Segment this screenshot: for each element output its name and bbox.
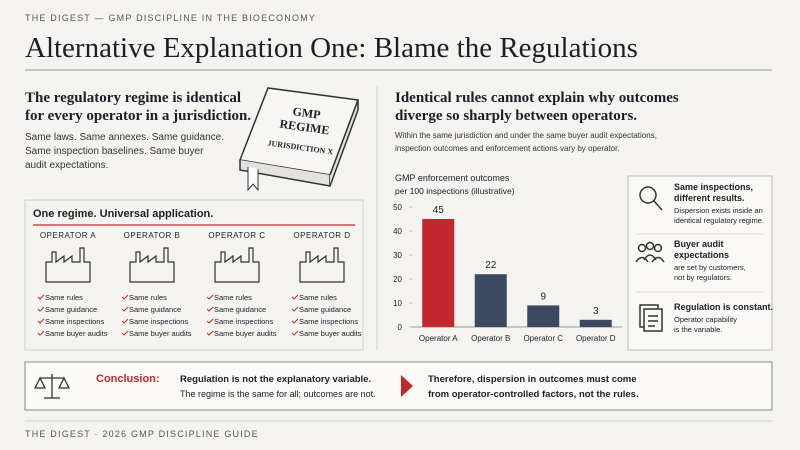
left-heading: for every operator in a jurisdiction. — [25, 108, 251, 124]
factory-icon — [299, 247, 345, 283]
check-item: Same guidance — [299, 305, 351, 314]
right-heading: Identical rules cannot explain why outco… — [395, 90, 679, 106]
check — [206, 318, 214, 324]
check-item: Same rules — [214, 293, 252, 302]
y-tick-label: 20 — [393, 275, 402, 284]
x-tick-label: Operator C — [523, 334, 563, 343]
sidebar-title: Buyer audit — [674, 239, 724, 249]
check — [206, 330, 214, 336]
check-item: Same buyer audits — [129, 329, 192, 338]
left-body: Same inspection baselines. Same buyer — [25, 146, 204, 157]
check — [37, 294, 45, 300]
check — [37, 318, 45, 324]
check-item: Same guidance — [129, 305, 181, 314]
left-heading: The regulatory regime is identical — [25, 90, 241, 106]
kicker: THE DIGEST — GMP DISCIPLINE IN THE BIOEC… — [25, 13, 316, 23]
book-text: GMP — [292, 104, 322, 122]
check-item: Same guidance — [214, 305, 266, 314]
check — [121, 330, 129, 336]
conclusion-box — [24, 361, 773, 411]
check — [291, 294, 299, 300]
sidebar-title: different results. — [674, 193, 745, 203]
left-body: Same laws. Same annexes. Same guidance. — [25, 132, 224, 143]
check — [206, 306, 214, 312]
check — [206, 294, 214, 300]
bar — [527, 305, 560, 327]
operators-box — [24, 199, 364, 351]
check — [121, 306, 129, 312]
chart-subtitle: per 100 inspections (illustrative) — [395, 186, 515, 196]
x-tick-label: Operator B — [471, 334, 510, 343]
factory-icon — [214, 247, 260, 283]
right-body: Within the same jurisdiction and under t… — [395, 131, 657, 140]
book-text: REGIME — [279, 117, 330, 138]
y-tick-label: 50 — [393, 203, 402, 212]
sidebar-title: Regulation is constant. — [674, 302, 773, 312]
therefore: from operator-controlled factors, not th… — [428, 389, 639, 400]
footer: THE DIGEST · 2026 GMP DISCIPLINE GUIDE — [25, 429, 259, 439]
check — [291, 330, 299, 336]
y-tick-label: 30 — [393, 251, 402, 260]
check — [291, 306, 299, 312]
check — [37, 330, 45, 336]
check — [37, 306, 45, 312]
check-item: Same rules — [299, 293, 337, 302]
check-item: Same guidance — [45, 305, 97, 314]
check — [291, 318, 299, 324]
sidebar-text: Operator capability — [674, 315, 737, 324]
right-body: inspection outcomes and enforcement acti… — [395, 144, 620, 153]
check-item: Same inspections — [299, 317, 358, 326]
right-heading: diverge so sharply between operators. — [395, 108, 637, 124]
check-item: Same buyer audits — [299, 329, 362, 338]
therefore: Therefore, dispersion in outcomes must c… — [428, 374, 637, 385]
operator-name: OPERATOR A — [40, 231, 96, 240]
check-item: Same inspections — [214, 317, 273, 326]
chart-title: GMP enforcement outcomes — [395, 173, 510, 183]
page-title: Alternative Explanation One: Blame the R… — [25, 32, 638, 64]
operator-name: OPERATOR D — [293, 231, 350, 240]
bar — [474, 274, 507, 327]
bar — [422, 219, 455, 327]
check-item: Same inspections — [45, 317, 104, 326]
arrow — [401, 375, 413, 397]
data-label: 22 — [485, 260, 497, 271]
box-title: One regime. Universal application. — [33, 208, 213, 220]
sidebar-text: identical regulatory regime. — [674, 216, 764, 225]
sidebar-text: are set by customers, — [674, 263, 746, 272]
data-label: 9 — [540, 291, 546, 302]
y-tick-label: 40 — [393, 227, 402, 236]
factory-icon — [45, 247, 91, 283]
check-item: Same rules — [45, 293, 83, 302]
operator-name: OPERATOR B — [124, 231, 181, 240]
check — [121, 318, 129, 324]
book: GMP REGIME JURISDICTION X — [238, 87, 360, 192]
sidebar-text: is the variable. — [674, 325, 722, 334]
conclusion-detail: The regime is the same for all; outcomes… — [180, 389, 376, 399]
y-tick-label: 0 — [398, 323, 403, 332]
check-item: Same rules — [129, 293, 167, 302]
x-tick-label: Operator D — [576, 334, 616, 343]
x-tick-label: Operator A — [419, 334, 458, 343]
sidebar-icons — [635, 186, 665, 332]
check-item: Same buyer audits — [214, 329, 277, 338]
check — [121, 294, 129, 300]
sidebar-title: Same inspections, — [674, 182, 753, 192]
sidebar-text: not by regulators. — [674, 273, 732, 282]
check-item: Same buyer audits — [45, 329, 108, 338]
check-item: Same inspections — [129, 317, 188, 326]
sidebar-text: Dispersion exists inside an — [674, 206, 763, 215]
y-tick-label: 10 — [393, 299, 402, 308]
bar — [579, 319, 612, 327]
scale-icon — [33, 374, 71, 399]
data-label: 3 — [593, 306, 599, 317]
factory-icon — [129, 247, 175, 283]
sidebar-title: expectations — [674, 250, 729, 260]
left-body: audit expectations. — [25, 160, 108, 171]
data-label: 45 — [433, 205, 445, 216]
conclusion-statement: Regulation is not the explanatory variab… — [180, 374, 371, 385]
operator-name: OPERATOR C — [208, 231, 265, 240]
conclusion-label: Conclusion: — [96, 373, 160, 385]
